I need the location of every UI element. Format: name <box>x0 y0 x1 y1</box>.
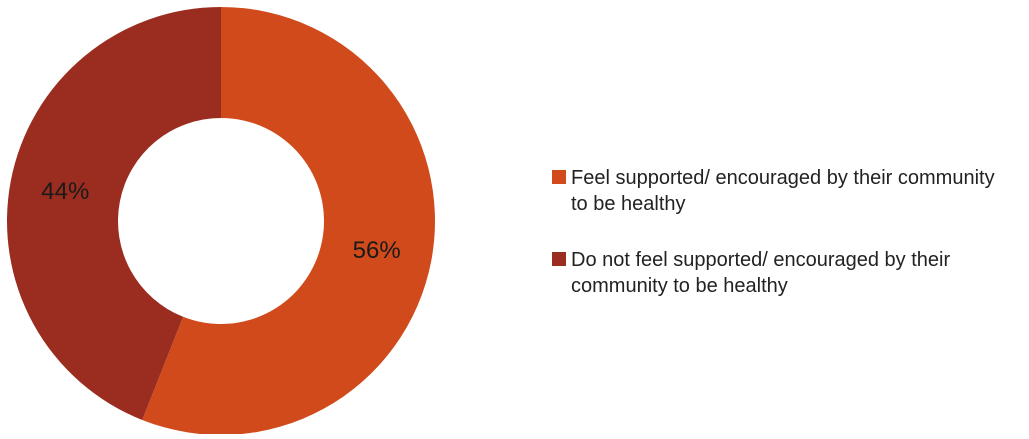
slice-label-group: 56% 44% <box>41 178 400 264</box>
slice-label-supported: 56% <box>353 237 401 264</box>
legend-item-not-supported: Do not feel supported/ encouraged by the… <box>552 247 1022 299</box>
slice-supported <box>142 7 435 435</box>
legend-item-supported: Feel supported/ encouraged by their comm… <box>552 165 1022 217</box>
slice-not-supported <box>7 7 222 420</box>
legend-label-supported: Feel supported/ encouraged by their comm… <box>571 167 995 215</box>
slice-group <box>7 7 435 435</box>
legend: Feel supported/ encouraged by their comm… <box>552 165 1022 329</box>
legend-swatch-supported <box>552 170 566 184</box>
slice-label-not-supported: 44% <box>41 178 89 205</box>
legend-swatch-not-supported <box>552 252 566 266</box>
legend-label-not-supported: Do not feel supported/ encouraged by the… <box>571 249 951 297</box>
